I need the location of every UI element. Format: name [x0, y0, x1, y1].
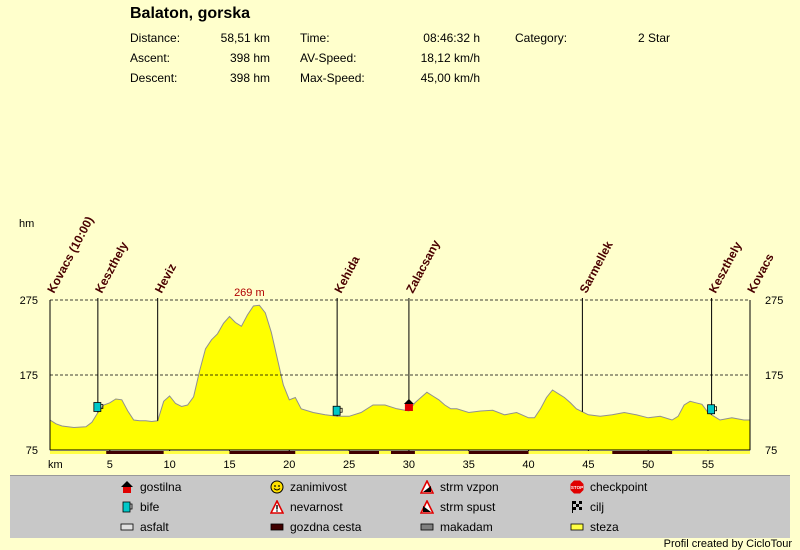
- stat-value-category: 2 Star: [637, 31, 670, 45]
- waypoint-label: Kovacs: [744, 251, 777, 296]
- bife-cup: [332, 405, 341, 416]
- stat-value-maxspeed: 45,00 km/h: [420, 71, 480, 85]
- bife-cup: [93, 402, 102, 412]
- y-tick-label: 275: [765, 295, 783, 307]
- bife-icon: [93, 402, 104, 412]
- nevarnost-icon: [270, 500, 284, 514]
- x-tick-label: 20: [283, 459, 295, 470]
- legend-label: steza: [590, 520, 619, 534]
- stat-value-time: 08:46:32 h: [423, 31, 480, 45]
- surface-segment: [612, 451, 673, 454]
- x-tick-label: 45: [582, 459, 594, 470]
- zanimivost-icon: [270, 480, 284, 494]
- waypoint-label: Keszthely: [706, 239, 745, 295]
- y-tick-label: 175: [765, 370, 783, 382]
- legend-label: cilj: [590, 500, 604, 514]
- waypoint-label: Zalacsany: [403, 237, 443, 295]
- y-tick-label: 75: [765, 445, 777, 457]
- steza-swatch: [570, 523, 584, 531]
- x-tick-label: 40: [522, 459, 534, 470]
- legend-label: gostilna: [140, 480, 182, 494]
- waypoint-label: Kehida: [331, 253, 362, 295]
- stat-value-descent: 398 hm: [229, 71, 270, 85]
- stat-label-descent: Descent:: [130, 71, 178, 85]
- strm-vzpon-icon: [420, 480, 434, 494]
- stat-label-category: Category:: [515, 31, 568, 45]
- x-tick-label: 30: [403, 459, 415, 470]
- checkpoint-icon: STOP: [570, 480, 584, 494]
- waypoint-label: Kovacs (10:00): [44, 214, 96, 295]
- gostilna-icon: [121, 481, 133, 493]
- cilj-icon: [572, 501, 582, 513]
- stat-label-distance: Distance:: [130, 31, 181, 45]
- stat-label-ascent: Ascent:: [130, 51, 171, 65]
- stat-value-ascent: 398 hm: [229, 51, 270, 65]
- x-tick-label: 25: [343, 459, 355, 470]
- x-axis-unit: km: [48, 459, 63, 470]
- max-elevation-label: 269 m: [234, 287, 265, 299]
- stat-value-avspeed: 18,12 km/h: [420, 51, 480, 65]
- surface-segment: [229, 451, 296, 454]
- gostilna-roof: [403, 399, 414, 404]
- stat-value-distance: 58,51 km: [220, 31, 270, 45]
- waypoint-label: Keszthely: [92, 239, 131, 295]
- legend-panel: gostilna zanimivost strm vzpon STOP chec…: [10, 475, 790, 538]
- makadam-swatch: [420, 523, 434, 531]
- stat-label-time: Time:: [300, 31, 330, 45]
- credit-text: Profil created by CicloTour: [663, 538, 792, 550]
- gostilna-icon: [403, 399, 414, 411]
- waypoint-label: Sarmellek: [577, 238, 616, 295]
- legend-label: zanimivost: [290, 480, 347, 494]
- stat-label-avspeed: AV-Speed:: [300, 51, 357, 65]
- y-tick-label: 275: [20, 295, 38, 307]
- stat-label-maxspeed: Max-Speed:: [300, 71, 365, 85]
- gostilna-house: [404, 404, 413, 411]
- legend-label: asfalt: [140, 520, 169, 534]
- strm-spust-icon: [420, 500, 434, 514]
- legend-label: makadam: [440, 520, 493, 534]
- x-tick-label: 10: [164, 459, 176, 470]
- route-title: Balaton, gorska: [130, 5, 251, 22]
- surface-segment: [390, 451, 415, 454]
- legend-label: checkpoint: [590, 480, 648, 494]
- waypoint-label: Heviz: [152, 261, 179, 295]
- elevation-area: [49, 304, 751, 451]
- legend-label: strm spust: [440, 500, 496, 514]
- x-tick-label: 55: [702, 459, 714, 470]
- x-tick-label: 15: [223, 459, 235, 470]
- surface-segment: [106, 451, 164, 454]
- bife-cup: [707, 404, 715, 415]
- legend-label: bife: [140, 500, 160, 514]
- surface-segment: [468, 451, 529, 454]
- bife-handle: [340, 407, 343, 413]
- x-tick-label: 35: [463, 459, 475, 470]
- y-axis-unit: hm: [19, 218, 35, 230]
- bife-handle: [714, 406, 717, 412]
- x-tick-label: 5: [107, 459, 113, 470]
- gozdna-cesta-swatch: [270, 523, 284, 531]
- stop-sign-text: STOP: [571, 485, 583, 490]
- bife-icon: [332, 405, 343, 416]
- legend-label: strm vzpon: [440, 480, 499, 494]
- y-tick-label: 75: [26, 445, 38, 457]
- legend-label: gozdna cesta: [290, 520, 362, 534]
- bife-handle: [100, 404, 104, 409]
- bife-icon: [707, 404, 717, 415]
- legend-label: nevarnost: [290, 500, 343, 514]
- asfalt-swatch: [120, 523, 134, 531]
- y-tick-label: 175: [20, 370, 38, 382]
- x-tick-label: 50: [642, 459, 654, 470]
- bife-icon: [122, 501, 133, 513]
- surface-segment: [349, 451, 380, 454]
